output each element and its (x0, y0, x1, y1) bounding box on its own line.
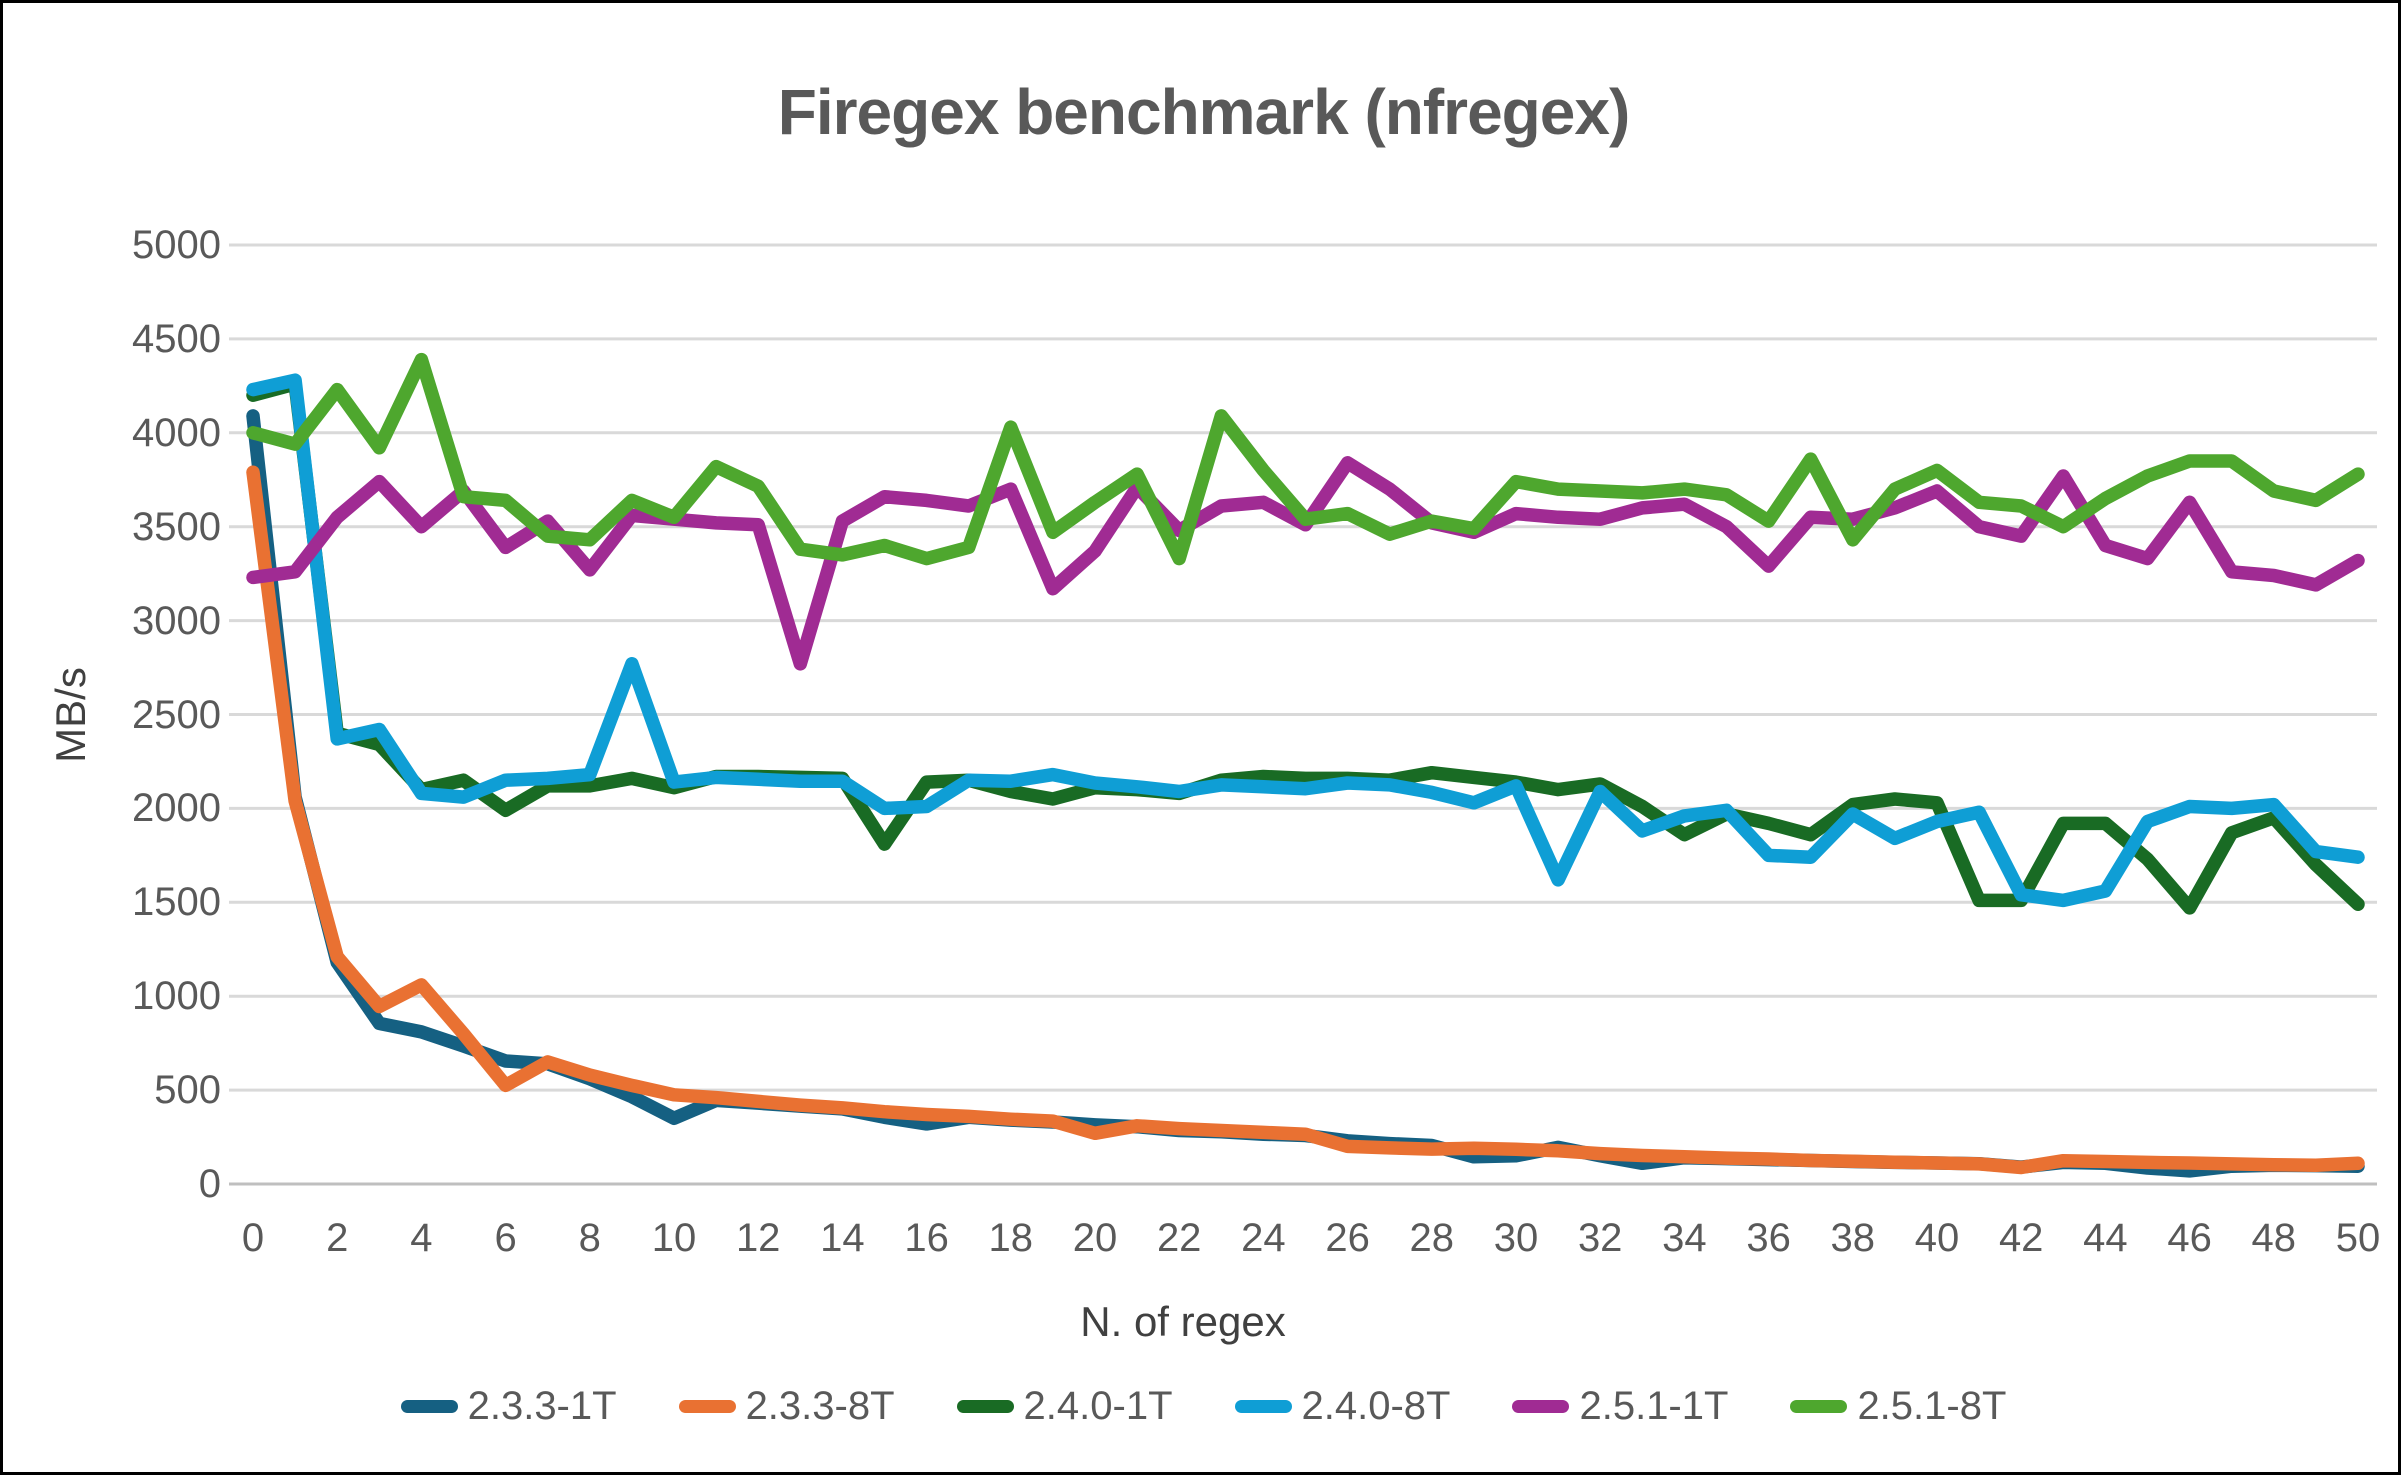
x-tick-label: 22 (1156, 1216, 1202, 1260)
x-tick-label: 26 (1325, 1216, 1370, 1260)
legend-swatch-icon (956, 1400, 1014, 1413)
x-tick-label: 46 (2167, 1216, 2212, 1260)
x-tick-label: 20 (1072, 1216, 1118, 1260)
x-tick-label: 16 (904, 1216, 949, 1260)
y-tick-label: 0 (198, 1162, 221, 1206)
chart-title: Firegex benchmark (nfregex) (777, 76, 1631, 148)
y-tick-label: 3500 (132, 504, 221, 549)
legend-swatch-icon (678, 1400, 736, 1413)
legend-label: 2.4.0-1T (1023, 1384, 1173, 1428)
series-line-2.4.0-8T (246, 373, 2365, 908)
legend-label: 2.5.1-1T (1579, 1384, 1729, 1428)
series-line-2.4.0-1T (246, 377, 2365, 915)
x-tick-label: 12 (735, 1216, 781, 1260)
x-tick-label: 0 (241, 1216, 265, 1260)
legend-label: 2.5.1-8T (1857, 1384, 2007, 1428)
x-tick-label: 14 (820, 1216, 865, 1260)
series-line-2.5.1-8T (246, 352, 2365, 566)
legend-item-2.3.3-1T: 2.3.3-1T (400, 1384, 617, 1429)
x-tick-label: 48 (2251, 1216, 2297, 1260)
y-tick-label: 1000 (132, 974, 221, 1019)
x-tick-label: 32 (1577, 1216, 1623, 1260)
x-tick-label: 36 (1746, 1216, 1791, 1260)
legend-swatch-icon (1790, 1400, 1848, 1413)
legend-swatch-icon (1234, 1400, 1292, 1413)
y-tick-label: 2500 (132, 692, 221, 737)
y-tick-label: 3000 (132, 598, 221, 643)
x-tick-label: 10 (651, 1216, 697, 1260)
legend-item-2.5.1-8T: 2.5.1-8T (1790, 1384, 2006, 1429)
y-tick-label: 4000 (132, 410, 221, 455)
x-axis-title: N. of regex (1080, 1298, 1286, 1345)
x-tick-label: 30 (1493, 1216, 1539, 1260)
x-tick-label: 2 (326, 1216, 349, 1260)
x-tick-label: 6 (494, 1216, 517, 1260)
x-tick-label: 50 (2335, 1216, 2381, 1260)
x-tick-label: 28 (1409, 1216, 1455, 1260)
x-tick-label: 40 (1914, 1216, 1960, 1260)
x-tick-label: 38 (1830, 1216, 1876, 1260)
y-tick-label: 500 (154, 1068, 221, 1113)
legend-item-2.5.1-1T: 2.5.1-1T (1512, 1384, 1728, 1429)
legend-item-2.4.0-1T: 2.4.0-1T (956, 1384, 1173, 1429)
y-tick-label: 4500 (132, 316, 221, 361)
x-tick-label: 8 (578, 1216, 601, 1260)
plot-area (229, 243, 2377, 1186)
y-tick-label: 2000 (132, 786, 221, 831)
legend-label: 2.4.0-8T (1301, 1384, 1451, 1428)
x-tick-label: 44 (2083, 1216, 2128, 1260)
x-tick-label: 18 (988, 1216, 1034, 1260)
legend-item-2.3.3-8T: 2.3.3-8T (678, 1384, 895, 1429)
legend-swatch-icon (1512, 1400, 1570, 1413)
series-line-2.3.3-8T (246, 465, 2365, 1175)
legend-swatch-icon (400, 1400, 458, 1413)
y-tick-label: 1500 (132, 880, 221, 925)
chart-legend: 2.3.3-1T 2.3.3-8T 2.4.0-1T 2.4.0-8T 2.5.1-1T… (3, 1384, 2398, 1429)
series-line-2.5.1-1T (246, 456, 2365, 671)
x-tick-label: 24 (1241, 1216, 1286, 1260)
legend-item-2.4.0-8T: 2.4.0-8T (1234, 1384, 1451, 1429)
x-tick-label: 34 (1662, 1216, 1707, 1260)
y-tick-label: 5000 (132, 223, 221, 267)
x-tick-label: 42 (1998, 1216, 2044, 1260)
x-tick-label: 4 (410, 1216, 433, 1260)
legend-label: 2.3.3-8T (745, 1384, 895, 1428)
legend-label: 2.3.3-1T (467, 1384, 617, 1428)
